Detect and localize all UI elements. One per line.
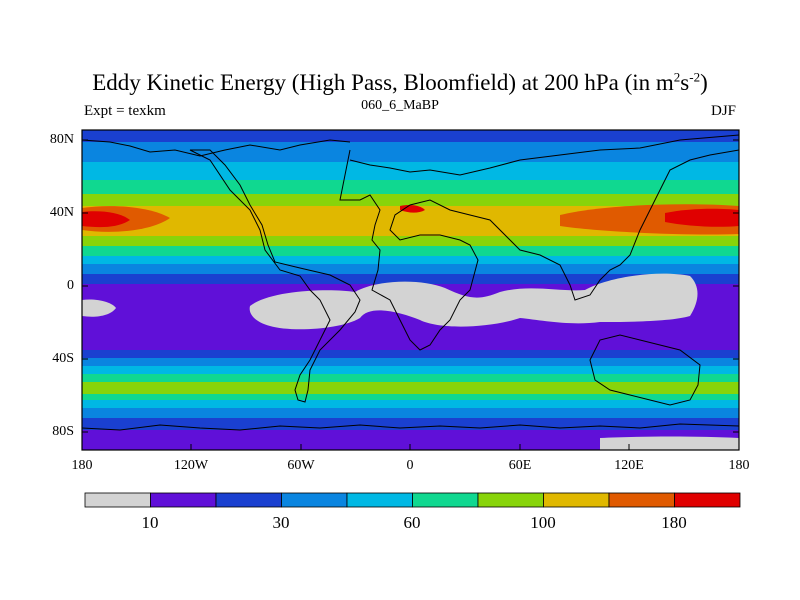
colorbar-swatch <box>150 492 217 508</box>
lon-label-60w: 60W <box>287 458 315 473</box>
americas <box>189 149 361 403</box>
lon-label-180w: 180 <box>71 458 93 473</box>
colorbar-swatch <box>543 492 610 508</box>
lon-label-120e: 120E <box>614 458 644 473</box>
colorbar-label-60: 60 <box>403 513 421 532</box>
eurasia-north <box>349 134 739 176</box>
band-s5 <box>82 382 739 394</box>
band-s6 <box>82 394 739 400</box>
lat-label-80s: 80S <box>52 424 74 439</box>
run-label: 060_6_MaBP <box>361 98 439 113</box>
band-n4 <box>82 194 739 206</box>
colorbar-swatch <box>281 492 348 508</box>
colorbar <box>84 492 741 508</box>
atlantic-jet-core <box>82 211 130 228</box>
afro-eurasia <box>339 149 739 351</box>
band-s2 <box>82 358 739 366</box>
field-layer <box>82 130 739 450</box>
colorbar-swatch <box>477 492 544 508</box>
trop-min-2 <box>249 273 698 330</box>
colorbar-swatch <box>674 492 741 508</box>
lon-label-60e: 60E <box>508 458 532 473</box>
antarctica <box>82 423 739 431</box>
lat-ticks <box>82 139 739 433</box>
lon-ticks <box>81 444 740 450</box>
colorbar-swatch <box>346 492 413 508</box>
band-s8 <box>82 408 739 418</box>
band-n1 <box>82 142 739 162</box>
colorbar-label-100: 100 <box>530 513 556 532</box>
colorbar-swatch <box>608 492 675 508</box>
band-n5 <box>82 236 739 246</box>
lon-label-0: 0 <box>406 458 414 473</box>
colorbar-swatch <box>84 492 151 508</box>
lat-label-0: 0 <box>67 278 74 293</box>
experiment-label: Expt = texkm <box>84 103 166 119</box>
lat-label-40n: 40N <box>49 205 74 220</box>
coastlines <box>82 134 739 431</box>
antarctic-min <box>600 436 739 450</box>
trop-min-1 <box>82 299 116 317</box>
band-n9 <box>82 274 739 284</box>
band-n2 <box>82 162 739 180</box>
band-s3 <box>82 366 739 374</box>
band-n7 <box>82 256 739 264</box>
band-n6 <box>82 246 739 256</box>
lon-label-120w: 120W <box>173 458 209 473</box>
colorbar-swatch <box>215 492 282 508</box>
colorbar-swatch <box>412 492 479 508</box>
season-label: DJF <box>710 103 736 119</box>
band-polar-s <box>82 430 739 450</box>
band-n3 <box>82 180 739 194</box>
band-s1 <box>82 350 739 358</box>
lat-label-40s: 40S <box>52 351 74 366</box>
pacific-jet-core <box>665 208 739 227</box>
australia <box>589 334 701 406</box>
band-s7 <box>82 400 739 408</box>
band-s4 <box>82 374 739 382</box>
plot-title: Eddy Kinetic Energy (High Pass, Bloomfie… <box>92 69 708 95</box>
lat-label-80n: 80N <box>49 132 74 147</box>
lon-label-180e: 180 <box>728 458 750 473</box>
band-n8 <box>82 264 739 274</box>
colorbar-label-10: 10 <box>141 513 159 532</box>
colorbar-label-180: 180 <box>661 513 687 532</box>
colorbar-label-30: 30 <box>272 513 290 532</box>
band-polar-n <box>82 130 739 142</box>
